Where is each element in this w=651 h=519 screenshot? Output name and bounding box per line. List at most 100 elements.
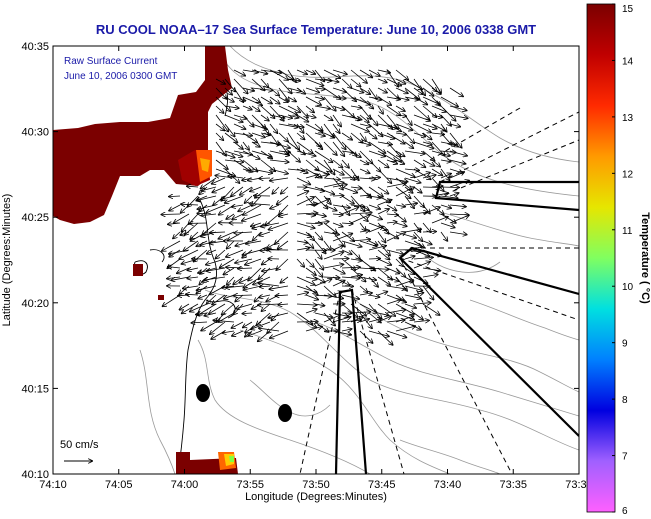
current-vector (233, 141, 243, 149)
current-vector (449, 172, 464, 179)
current-vector (413, 168, 431, 179)
current-vector (251, 321, 271, 329)
current-vector (260, 78, 268, 87)
current-vector (431, 96, 440, 106)
current-vector (332, 281, 345, 287)
current-vector (395, 159, 404, 164)
current-vector (422, 232, 436, 233)
current-vector (190, 303, 208, 312)
current-vector (404, 203, 417, 205)
current-vector (250, 204, 271, 206)
current-vector (431, 159, 440, 167)
current-vector (359, 303, 377, 313)
current-vector (186, 294, 199, 295)
current-vector (395, 316, 413, 323)
current-vector (260, 105, 275, 118)
current-vector (323, 132, 334, 138)
current-vector (422, 241, 432, 244)
current-vector (287, 105, 300, 112)
colorbar-tick-label: 12 (622, 169, 634, 180)
current-vector (341, 240, 362, 247)
current-vector (368, 204, 380, 209)
current-vector (238, 268, 253, 269)
current-vector (386, 97, 400, 99)
current-vector (386, 232, 405, 242)
current-vector (278, 114, 292, 118)
current-vector (174, 213, 190, 223)
current-vector (341, 249, 352, 254)
current-vector (404, 267, 414, 274)
buoy-marker (196, 384, 210, 402)
current-vector (202, 186, 217, 191)
current-vector (314, 222, 329, 224)
current-vector (440, 187, 459, 188)
current-vector (440, 105, 456, 121)
current-vector (305, 285, 318, 295)
current-vector (277, 195, 289, 204)
current-vector (422, 285, 434, 300)
y-axis-title: Latitude (Degrees:Minutes) (1, 194, 13, 327)
current-vector (350, 213, 372, 215)
current-vector (350, 239, 370, 241)
current-vector (314, 141, 322, 149)
current-vector (187, 277, 199, 278)
current-vector (314, 97, 324, 99)
current-vector (359, 285, 367, 292)
current-vector (220, 258, 235, 268)
current-vector (404, 256, 415, 259)
current-vector (332, 196, 343, 197)
current-vector (267, 240, 280, 248)
current-vector (422, 187, 440, 188)
current-vector (359, 69, 372, 77)
current-vector (413, 262, 430, 269)
bathymetry-contours (139, 46, 579, 474)
current-vector (305, 132, 321, 147)
current-vector (259, 283, 280, 287)
current-vector (323, 78, 338, 82)
current-vector (206, 204, 226, 213)
current-vector (341, 277, 360, 278)
current-vector (413, 114, 430, 121)
current-vector (314, 231, 322, 240)
current-vector (251, 141, 260, 147)
current-vector (251, 105, 260, 111)
current-vector (413, 249, 429, 256)
current-vector (332, 114, 341, 126)
current-vector (368, 295, 379, 297)
current-vector (422, 123, 437, 129)
current-vector (270, 177, 289, 181)
current-vector (359, 330, 373, 343)
current-vector (242, 169, 253, 172)
current-vector (377, 209, 389, 215)
current-vector (323, 183, 344, 188)
current-vector (332, 185, 347, 188)
current-vector (386, 267, 399, 273)
current-vector (243, 313, 253, 314)
current-vector (233, 133, 252, 136)
current-vector (242, 114, 254, 127)
current-vector (413, 257, 433, 259)
current-vector (305, 204, 317, 205)
current-vector (350, 106, 361, 108)
current-vector (215, 123, 224, 130)
current-vector (377, 231, 386, 242)
current-vector (413, 141, 433, 148)
current-vector (233, 114, 247, 119)
current-vector (359, 319, 369, 322)
current-vector (368, 177, 380, 178)
current-vector (222, 331, 235, 333)
current-vector (341, 204, 350, 215)
current-vector (251, 168, 272, 173)
current-vector (205, 276, 226, 280)
current-vector (296, 231, 311, 237)
current-vector (404, 150, 424, 154)
x-axis-title: Longitude (Degrees:Minutes) (245, 491, 387, 503)
current-vector (350, 69, 367, 83)
current-vector (332, 168, 344, 175)
current-vector (449, 87, 463, 96)
current-vector (395, 69, 408, 80)
current-vector (395, 187, 414, 197)
current-vector (198, 294, 208, 299)
current-vector (296, 168, 308, 173)
current-vector (314, 279, 331, 287)
